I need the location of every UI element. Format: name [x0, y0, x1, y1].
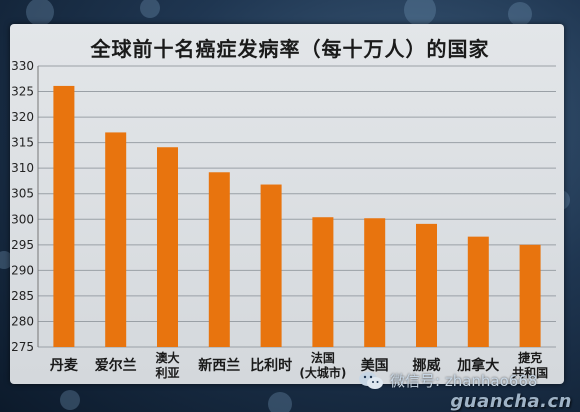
- x-tick-label: 澳大: [155, 350, 179, 365]
- bar: [416, 223, 437, 347]
- y-tick-label: 310: [11, 161, 34, 175]
- y-tick-label: 300: [11, 212, 34, 226]
- y-tick-label: 305: [11, 187, 34, 201]
- y-tick-label: 280: [11, 314, 34, 328]
- y-tick-label: 325: [11, 85, 34, 99]
- y-tick-label: 295: [11, 238, 34, 252]
- x-tick-label: 加拿大: [456, 357, 499, 374]
- x-tick-label: 捷克: [518, 350, 542, 365]
- x-tick-label: 爱尔兰: [95, 357, 137, 374]
- y-tick-label: 275: [11, 340, 34, 354]
- wechat-watermark: 微信号: zhanhao668: [358, 370, 537, 391]
- x-tick-label: 挪威: [413, 357, 441, 374]
- watermark-text: 微信号: zhanhao668: [390, 372, 538, 390]
- x-tick-label: 比利时: [250, 357, 292, 374]
- bar: [312, 217, 334, 347]
- bar: [157, 147, 178, 347]
- y-tick-label: 290: [11, 263, 34, 277]
- y-tick-label: 315: [11, 136, 34, 150]
- bar: [208, 172, 230, 347]
- x-tick-label: 法国: [311, 350, 335, 365]
- x-tick-label: (大城市): [299, 365, 346, 380]
- x-tick-label: 利亚: [155, 365, 179, 380]
- bar: [467, 236, 489, 347]
- chart-title: 全球前十名癌症发病率（每十万人）的国家: [90, 37, 490, 61]
- bar: [364, 218, 386, 347]
- bar: [105, 132, 127, 347]
- y-tick-label: 320: [11, 110, 34, 124]
- x-tick-label: 新西兰: [198, 357, 240, 374]
- site-watermark: guancha.cn: [450, 391, 572, 412]
- bar: [519, 244, 541, 347]
- bar: [260, 184, 282, 347]
- bar: [53, 85, 75, 348]
- y-tick-label: 330: [11, 59, 34, 73]
- x-tick-label: 美国: [361, 357, 389, 374]
- x-tick-label: 共和国: [512, 365, 548, 380]
- x-tick-label: 丹麦: [50, 357, 79, 374]
- y-tick-label: 285: [11, 289, 34, 303]
- y-axis: 275 280 285 290 295 300 305 310 315 320 325 330: [11, 59, 34, 354]
- wechat-icon: [359, 371, 383, 389]
- bars: [53, 85, 541, 348]
